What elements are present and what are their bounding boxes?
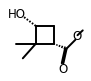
Text: O: O (58, 63, 67, 76)
Text: O: O (73, 30, 82, 43)
Text: HO: HO (8, 8, 26, 21)
